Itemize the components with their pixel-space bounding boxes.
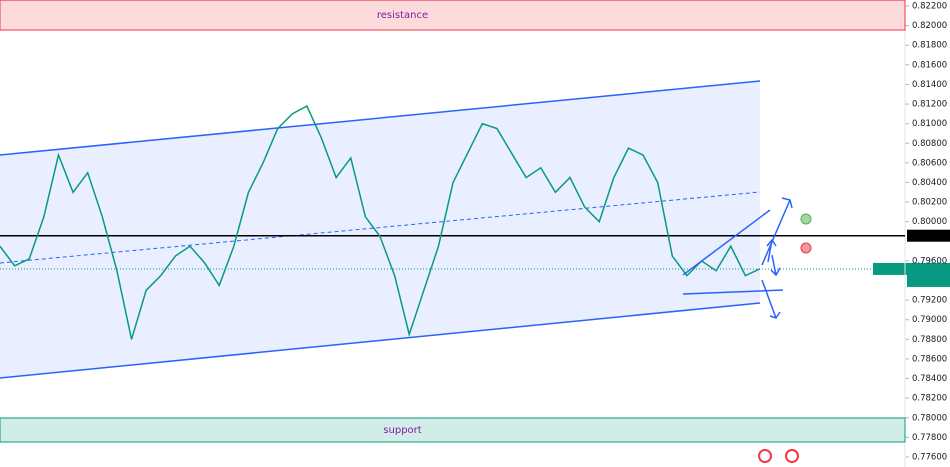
current-symbol-bg (873, 262, 907, 275)
zone-label: support (383, 425, 421, 436)
channel-fill (0, 81, 760, 378)
y-tick-label: 0.78200 (912, 394, 947, 404)
zone (0, 0, 906, 31)
price-line (0, 104, 761, 340)
channel-upper (0, 80, 761, 156)
y-tick-label: 0.78600 (912, 354, 947, 364)
current-label-bg (907, 262, 950, 287)
signal-down (800, 242, 812, 254)
y-tick-label: 0.81400 (912, 80, 947, 90)
y-tick-label: 0.79600 (912, 256, 947, 266)
y-tick-label: 0.77600 (912, 453, 947, 463)
y-tick-label: 0.79200 (912, 296, 947, 306)
scenario-arrows (761, 197, 793, 319)
y-tick-label: 0.80600 (912, 158, 947, 168)
y-tick-label: 0.81600 (912, 60, 947, 70)
y-tick-label: 0.81800 (912, 41, 947, 51)
y-tick-label: 0.80000 (912, 217, 947, 227)
plot: resistance support (0, 0, 906, 443)
y-tick-label: 0.78000 (912, 413, 947, 423)
signal-up (800, 213, 812, 225)
y-tick-label: 0.80200 (912, 198, 947, 208)
wedge-upper (682, 209, 771, 276)
y-tick-label: 0.77800 (912, 433, 947, 443)
level-label-bg (907, 229, 950, 242)
y-tick-label: 0.79000 (912, 315, 947, 325)
y-tick-label: 0.78400 (912, 374, 947, 384)
event-flag[interactable] (785, 449, 799, 463)
y-tick-label: 0.82200 (912, 2, 947, 12)
y-tick-label: 0.81200 (912, 100, 947, 110)
channel-mid (0, 191, 761, 264)
event-flag[interactable] (758, 449, 772, 463)
channel-lower (0, 302, 761, 379)
y-tick-label: 0.78800 (912, 335, 947, 345)
zone (0, 417, 906, 443)
y-tick-label: 0.82000 (912, 21, 947, 31)
y-tick-label: 0.80400 (912, 178, 947, 188)
y-tick-label: 0.81000 (912, 119, 947, 129)
y-tick-label: 0.80800 (912, 139, 947, 149)
zone-label: resistance (377, 10, 428, 21)
